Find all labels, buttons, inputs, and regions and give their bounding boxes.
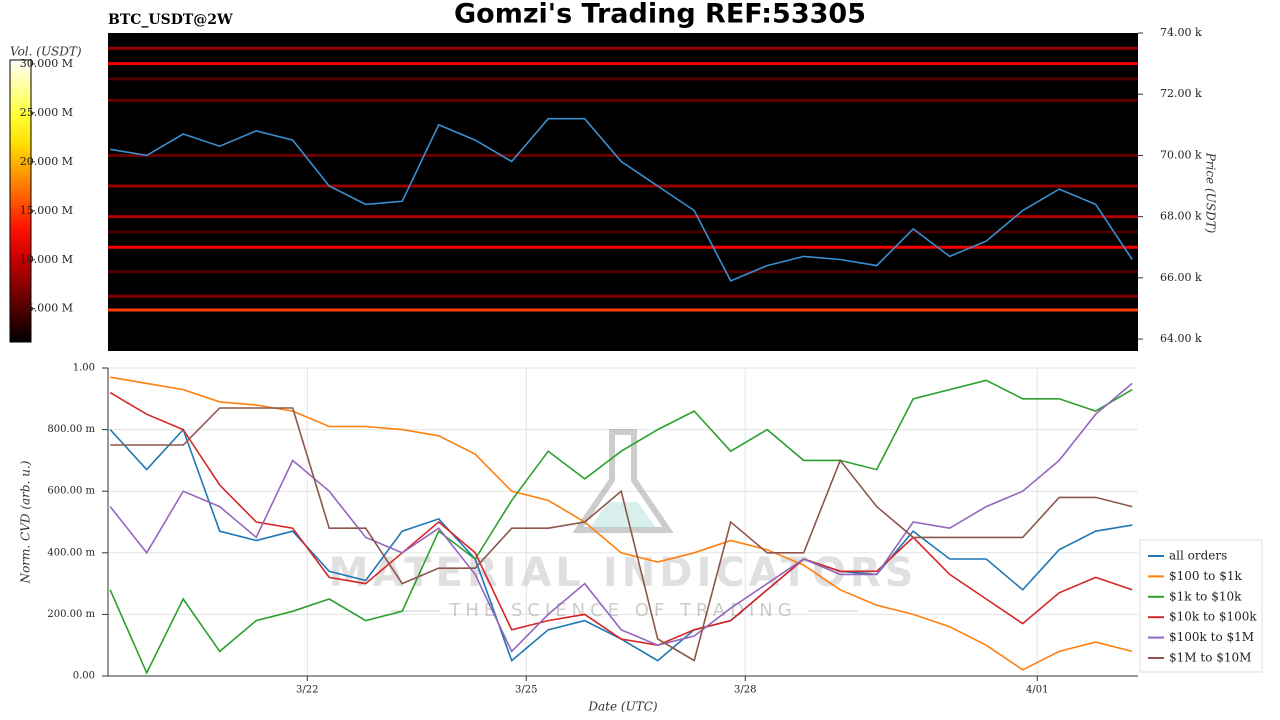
chart-title: Gomzi's Trading REF:53305 [454, 0, 866, 30]
liquidity-level [108, 98, 1138, 102]
y-tick-label: 0.00 [73, 671, 95, 682]
watermark-title: MATERIAL INDICATORS [329, 550, 918, 596]
colorbar-tick-label: 10.000 M [20, 253, 73, 266]
y-tick-label: 1.00 [73, 363, 95, 374]
chart-subtitle: BTC_USDT@2W [108, 12, 233, 28]
legend-label: $100k to $1M [1169, 630, 1254, 644]
watermark-icon [590, 502, 656, 528]
x-tick-label: 3/25 [515, 685, 537, 696]
cvd-line [110, 407, 1133, 662]
y-tick-label: 200.00 m [47, 609, 95, 620]
x-tick-label: 3/22 [296, 685, 318, 696]
y-tick-label: 64.00 k [1160, 332, 1202, 345]
liquidity-level [108, 270, 1138, 274]
legend-label: all orders [1169, 549, 1227, 563]
colorbar-tick-label: 15.000 M [20, 204, 73, 217]
y-tick-label: 400.00 m [47, 547, 95, 558]
liquidity-level [108, 153, 1138, 157]
price-line [110, 117, 1133, 282]
y-tick-label: 66.00 k [1160, 271, 1202, 284]
cvd-line [109, 379, 1133, 675]
liquidity-level [108, 184, 1138, 188]
cvd-line [110, 376, 1133, 671]
legend [1139, 539, 1263, 673]
cvd-line [109, 391, 1133, 647]
heatmap-background [108, 33, 1138, 351]
colorbar-tick-label: 20.000 M [20, 155, 73, 168]
legend-label: $10k to $100k [1169, 610, 1257, 624]
liquidity-level [108, 308, 1138, 312]
liquidity-level [108, 215, 1138, 219]
liquidity-level [108, 77, 1138, 81]
y-tick-label: 600.00 m [47, 486, 95, 497]
y-tick-label: 70.00 k [1160, 148, 1202, 161]
colorbar-tick-label: 30.000 M [20, 57, 73, 70]
x-tick-label: 4/01 [1026, 685, 1048, 696]
plot-area [108, 368, 1138, 676]
liquidity-level [108, 46, 1138, 50]
x-tick-label: 3/28 [734, 685, 756, 696]
cvd-line [109, 382, 1133, 653]
liquidity-level [108, 62, 1138, 66]
legend-label: $1M to $10M [1169, 651, 1251, 665]
x-axis-label: Date (UTC) [587, 700, 657, 714]
y-tick-label: 74.00 k [1160, 26, 1202, 39]
liquidity-level [108, 245, 1138, 249]
y-axis-label: Price (USDT) [1204, 152, 1218, 234]
y-tick-label: 72.00 k [1160, 87, 1202, 100]
colorbar-tick-label: 25.000 M [20, 106, 73, 119]
liquidity-level [108, 230, 1138, 234]
y-tick-label: 800.00 m [47, 424, 95, 435]
colorbar-tick-label: 5.000 M [27, 302, 73, 315]
liquidity-level [108, 294, 1138, 298]
colorbar [9, 59, 32, 343]
legend-label: $1k to $10k [1169, 589, 1242, 603]
y-axis-label: Norm. CVD (arb. u.) [19, 460, 33, 584]
legend-label: $100 to $1k [1169, 569, 1242, 583]
colorbar-label: Vol. (USDT) [10, 45, 82, 59]
watermark-subtitle: THE SCIENCE OF TRADING [448, 600, 796, 621]
watermark-icon [572, 429, 674, 533]
y-tick-label: 68.00 k [1160, 210, 1202, 223]
